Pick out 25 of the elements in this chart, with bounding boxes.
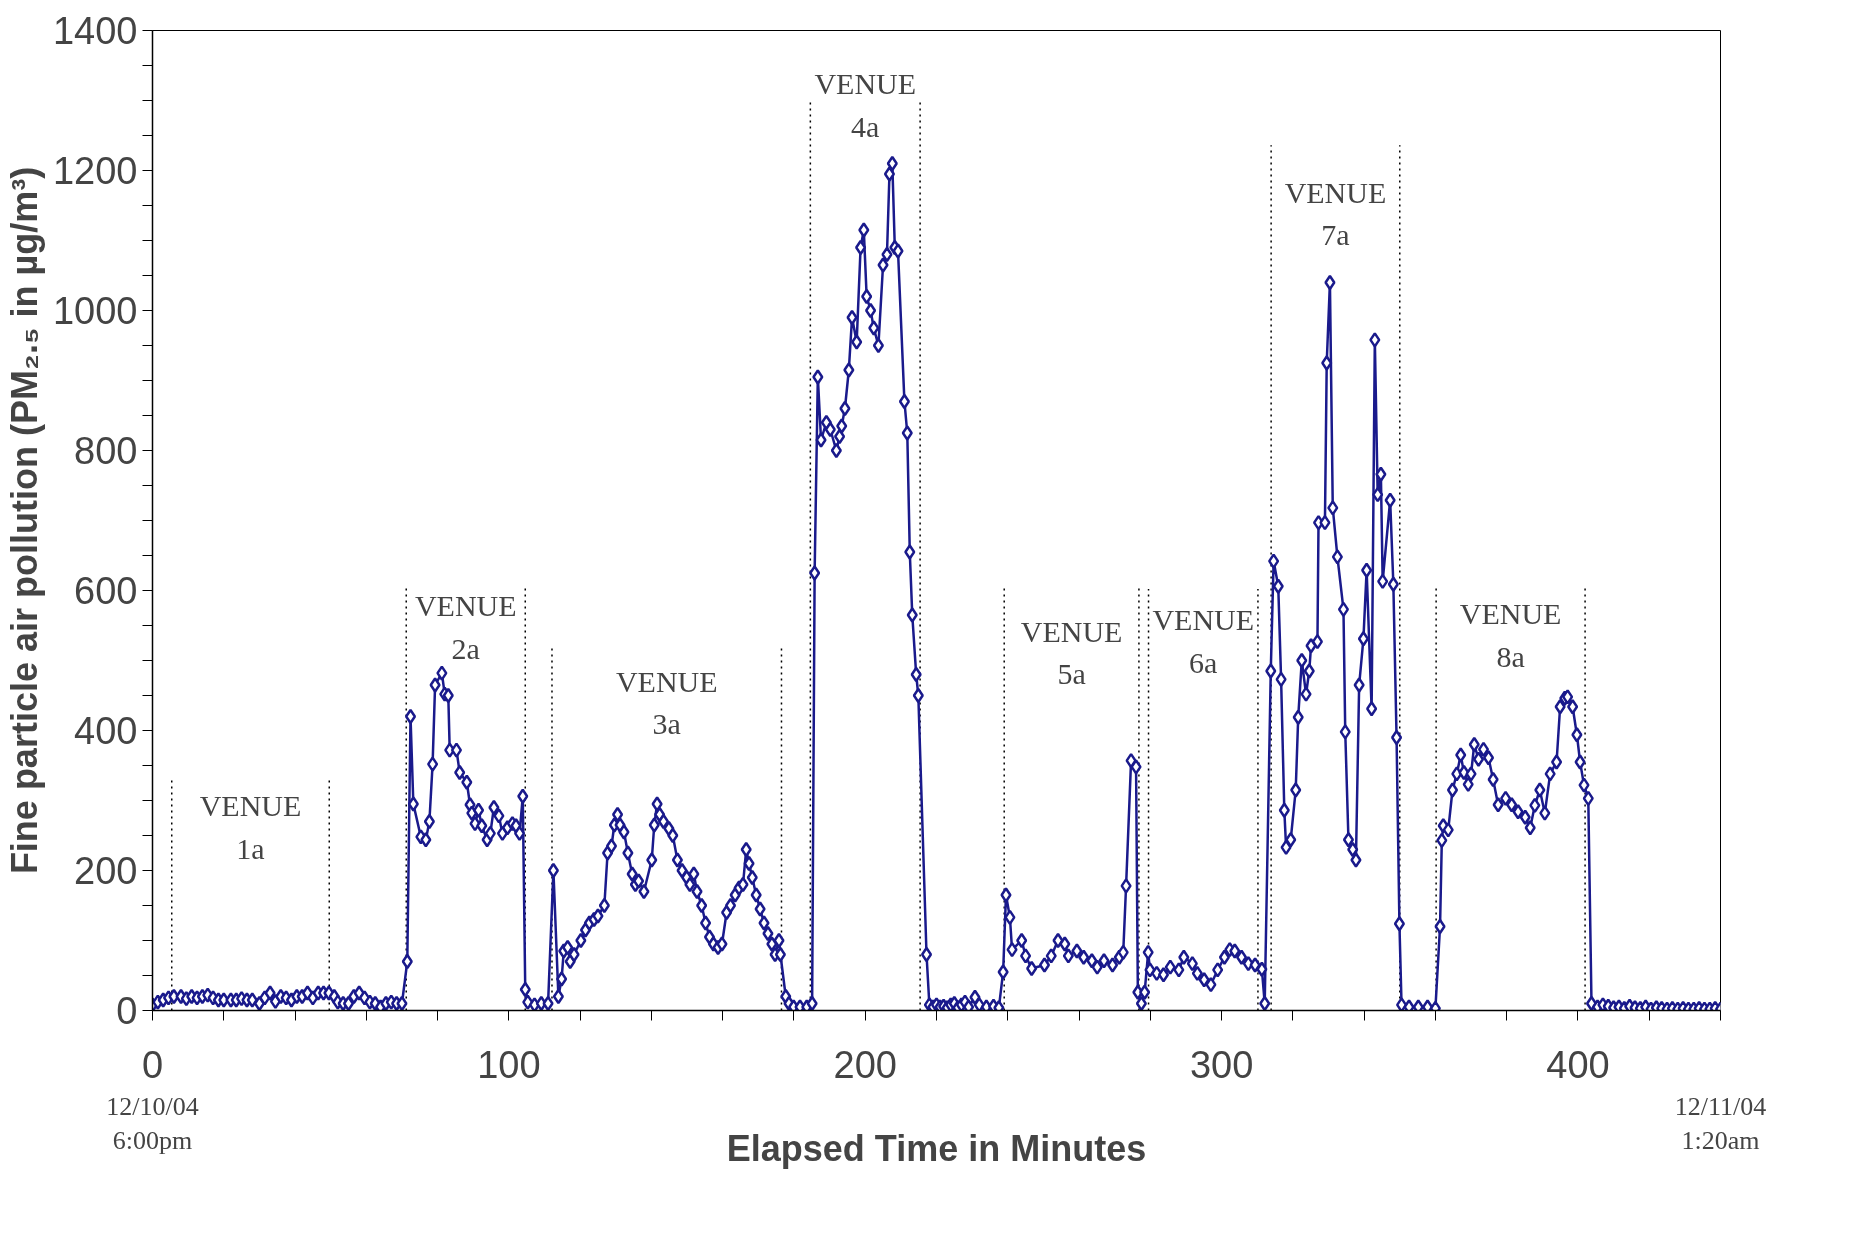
text: 12/11/04 1:20am [1674, 1091, 1767, 1156]
y-tick-label: 1000 [52, 290, 138, 332]
x-tick-label: 300 [1189, 1043, 1254, 1086]
y-tick-label: 400 [74, 710, 138, 752]
y-tick-label: 600 [74, 570, 138, 612]
annotation: VENUE 6a [1152, 602, 1255, 679]
y-tick-label: 800 [74, 430, 138, 472]
annotation: VENUE 1a [199, 789, 302, 865]
annotation: VENUE 7a [1284, 175, 1387, 252]
x-tick-label: 400 [1546, 1043, 1610, 1086]
y-tick-label: 1400 [52, 10, 138, 52]
annotation: VENUE 5a [1020, 614, 1123, 691]
annotation: VENUE 4a [814, 66, 917, 143]
x-tick-label: 0 [141, 1043, 164, 1086]
y-tick-label: 1200 [52, 150, 138, 192]
x-tick-label: 200 [833, 1043, 897, 1086]
y-tick-label: 200 [74, 850, 138, 892]
x-axis-title: Elapsed Time in Minutes [726, 1128, 1147, 1170]
text: 12/10/04 6:00pm [106, 1091, 199, 1156]
annotation: VENUE 2a [414, 589, 517, 665]
x-tick-label: 100 [477, 1043, 541, 1086]
y-tick-label: 0 [116, 990, 138, 1032]
annotation: VENUE 3a [615, 664, 718, 741]
y-axis-title: Fine particle air pollution (PM₂.₅ in µg/m³) [3, 166, 45, 875]
annotation: VENUE 8a [1459, 596, 1562, 673]
